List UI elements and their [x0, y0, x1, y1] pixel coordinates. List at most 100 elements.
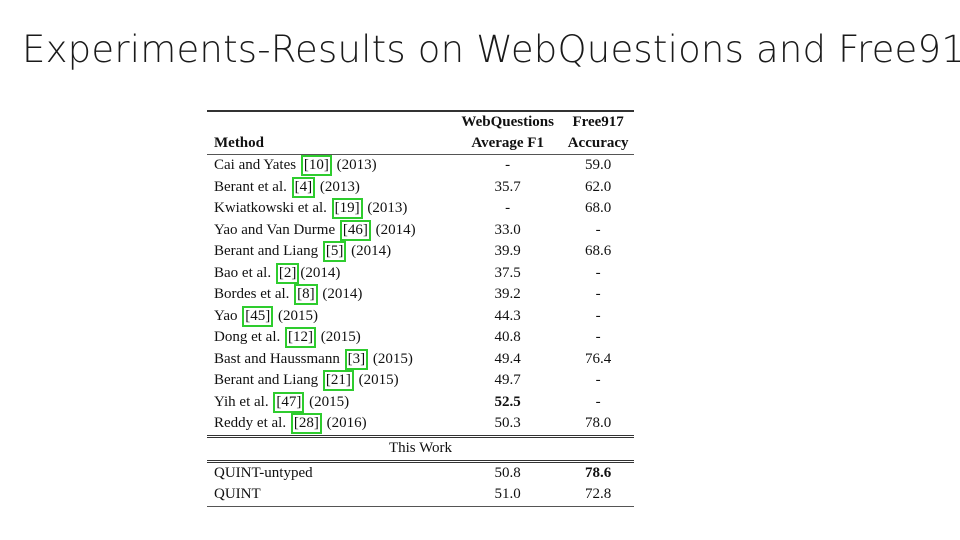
method-cell: Cai and Yates [10] (2013) — [207, 155, 453, 177]
f1-cell: - — [505, 200, 511, 217]
f1-cell: 39.2 — [494, 286, 521, 303]
f1-cell: 49.7 — [494, 372, 521, 389]
accuracy-cell: - — [595, 372, 601, 389]
method-year: (2015) — [274, 307, 318, 324]
table-row: Bao et al. [2] (2014) 37.5 - — [207, 262, 634, 285]
citation-highlight: [3] — [344, 348, 369, 370]
citation-highlight: [47] — [273, 391, 305, 413]
section-label: This Work — [207, 436, 634, 463]
method-cell: Yih et al. [47] (2015) — [207, 391, 453, 414]
method-year: (2015) — [305, 393, 350, 410]
table-header-row-1: WebQuestions Free917 — [207, 111, 634, 133]
table-row: QUINT 51.0 72.8 — [207, 484, 634, 507]
method-name: Bordes et al. — [214, 286, 294, 303]
method-cell: Bast and Haussmann [3] (2015) — [207, 348, 453, 371]
results-table-figure: WebQuestions Free917 Method Average F1 A… — [207, 110, 634, 516]
results-table: WebQuestions Free917 Method Average F1 A… — [207, 110, 634, 507]
col-webquestions-header: WebQuestions — [461, 114, 554, 130]
f1-cell: 50.3 — [453, 413, 563, 438]
method-name: Yao and Van Durme — [214, 221, 339, 238]
citation-highlight: [5] — [322, 241, 347, 263]
citation-highlight: [21] — [322, 370, 354, 392]
f1-cell: 35.7 — [494, 178, 521, 195]
method-name: Cai and Yates — [214, 157, 300, 174]
method-name: Berant and Liang — [214, 372, 322, 389]
method-name: Reddy et al. — [214, 415, 290, 432]
method-cell: Berant and Liang [21] (2015) — [207, 370, 453, 392]
method-cell: QUINT — [207, 484, 454, 507]
method-name: Berant and Liang — [214, 243, 322, 260]
method-name: Bao et al. — [214, 264, 275, 281]
f1-cell: 52.5 — [494, 393, 521, 410]
baseline-rows: Cai and Yates [10] (2013) - 59.0 Berant et … — [207, 155, 634, 438]
method-name: Dong et al. — [214, 329, 284, 346]
f1-cell: 33.0 — [494, 221, 521, 238]
accuracy-cell: - — [595, 393, 601, 410]
f1-cell: 50.8 — [494, 464, 521, 481]
method-year: (2013) — [316, 178, 360, 195]
work-rows: QUINT-untyped 50.8 78.6 QUINT 51.0 72.8 — [207, 461, 634, 507]
method-cell: Kwiatkowski et al. [19] (2013) — [207, 198, 453, 220]
accuracy-cell: 68.0 — [585, 200, 612, 217]
table-row: Berant and Liang [21] (2015) 49.7 - — [207, 370, 634, 392]
method-name: Berant et al. — [214, 178, 291, 195]
table-row: Cai and Yates [10] (2013) - 59.0 — [207, 155, 634, 177]
accuracy-cell: 78.0 — [562, 413, 634, 438]
method-year: (2014) — [318, 286, 363, 303]
table-row: Bordes et al. [8] (2014) 39.2 - — [207, 284, 634, 306]
method-year: (2014) — [347, 243, 392, 260]
method-year: (2014) — [300, 264, 341, 281]
method-name: Bast and Haussmann — [214, 350, 344, 367]
table-header-row-2: Method Average F1 Accuracy — [207, 133, 634, 155]
citation-highlight: [19] — [331, 198, 363, 220]
this-work-section-row: This Work — [207, 436, 634, 463]
citation-highlight: [2] — [275, 262, 300, 284]
method-year: (2015) — [369, 350, 413, 367]
accuracy-cell: 72.8 — [562, 484, 634, 507]
citation-highlight: [10] — [300, 155, 332, 177]
accuracy-cell: 76.4 — [585, 350, 612, 367]
citation-highlight: [28] — [290, 413, 322, 435]
citation-highlight: [45] — [242, 305, 274, 327]
method-year: (2013) — [363, 200, 408, 217]
method-cell: Berant and Liang [5] (2014) — [207, 241, 453, 263]
method-cell: QUINT-untyped — [214, 464, 313, 481]
table-row: Kwiatkowski et al. [19] (2013) - 68.0 — [207, 198, 634, 220]
method-year: (2015) — [354, 372, 399, 389]
method-name: Yao — [214, 307, 242, 324]
col-method-header: Method — [207, 133, 454, 155]
method-cell: Dong et al. [12] (2015) — [207, 327, 453, 349]
table-row: Reddy et al. [28] (2016) 50.3 78.0 — [207, 413, 634, 438]
accuracy-cell: - — [595, 329, 601, 346]
method-cell: Berant et al. [4] (2013) — [207, 176, 453, 199]
table-row: Yao [45] (2015) 44.3 - — [207, 305, 634, 328]
f1-cell: 40.8 — [494, 329, 521, 346]
accuracy-cell: - — [595, 221, 601, 238]
f1-cell: 49.4 — [494, 350, 521, 367]
f1-cell: 51.0 — [453, 484, 563, 507]
citation-highlight: [46] — [339, 219, 371, 241]
method-year: (2016) — [322, 415, 367, 432]
method-cell: Bordes et al. [8] (2014) — [207, 284, 453, 306]
method-name: Yih et al. — [214, 393, 273, 410]
f1-cell: 44.3 — [494, 307, 521, 324]
slide-title: Experiments-Results on WebQuestions and … — [22, 28, 960, 71]
table-row: Dong et al. [12] (2015) 40.8 - — [207, 327, 634, 349]
method-cell: Reddy et al. [28] (2016) — [207, 413, 454, 438]
accuracy-cell: - — [595, 264, 601, 281]
accuracy-cell: 78.6 — [585, 464, 612, 481]
citation-highlight: [4] — [291, 176, 316, 198]
accuracy-cell: 68.6 — [585, 243, 612, 260]
citation-highlight: [8] — [294, 284, 318, 306]
accuracy-cell: - — [595, 307, 601, 324]
table-row: Yih et al. [47] (2015) 52.5 - — [207, 391, 634, 414]
method-cell: Yao [45] (2015) — [207, 305, 453, 328]
table-row: Bast and Haussmann [3] (2015) 49.4 76.4 — [207, 348, 634, 371]
method-cell: Yao and Van Durme [46] (2014) — [207, 219, 453, 242]
table-row: Berant and Liang [5] (2014) 39.9 68.6 — [207, 241, 634, 263]
col-free917-header: Free917 — [572, 114, 624, 130]
method-name: Kwiatkowski et al. — [214, 200, 331, 217]
accuracy-cell: 59.0 — [585, 157, 612, 174]
f1-cell: 37.5 — [494, 264, 521, 281]
method-year: (2013) — [332, 157, 377, 174]
